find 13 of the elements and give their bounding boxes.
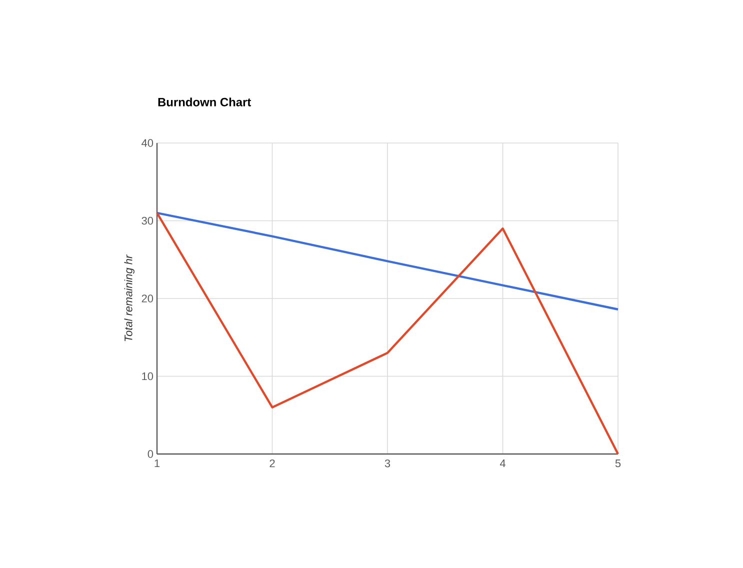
x-tick-label: 2 — [270, 460, 275, 468]
line-series — [156, 212, 620, 310]
y-tick-label: 20 — [142, 294, 154, 302]
chart-title: Burndown Chart — [158, 98, 252, 106]
x-tick-label: 3 — [384, 460, 390, 468]
y-tick-label: 0 — [148, 450, 154, 458]
y-tick-label: 40 — [142, 139, 154, 147]
y-axis-title: Total remaining hr — [124, 254, 134, 342]
y-tick-label: 10 — [142, 372, 154, 380]
x-tick-label: 4 — [500, 460, 506, 468]
x-tick-label: 1 — [154, 460, 160, 468]
x-tick-label: 5 — [615, 460, 621, 468]
y-tick-label: 30 — [142, 216, 154, 225]
